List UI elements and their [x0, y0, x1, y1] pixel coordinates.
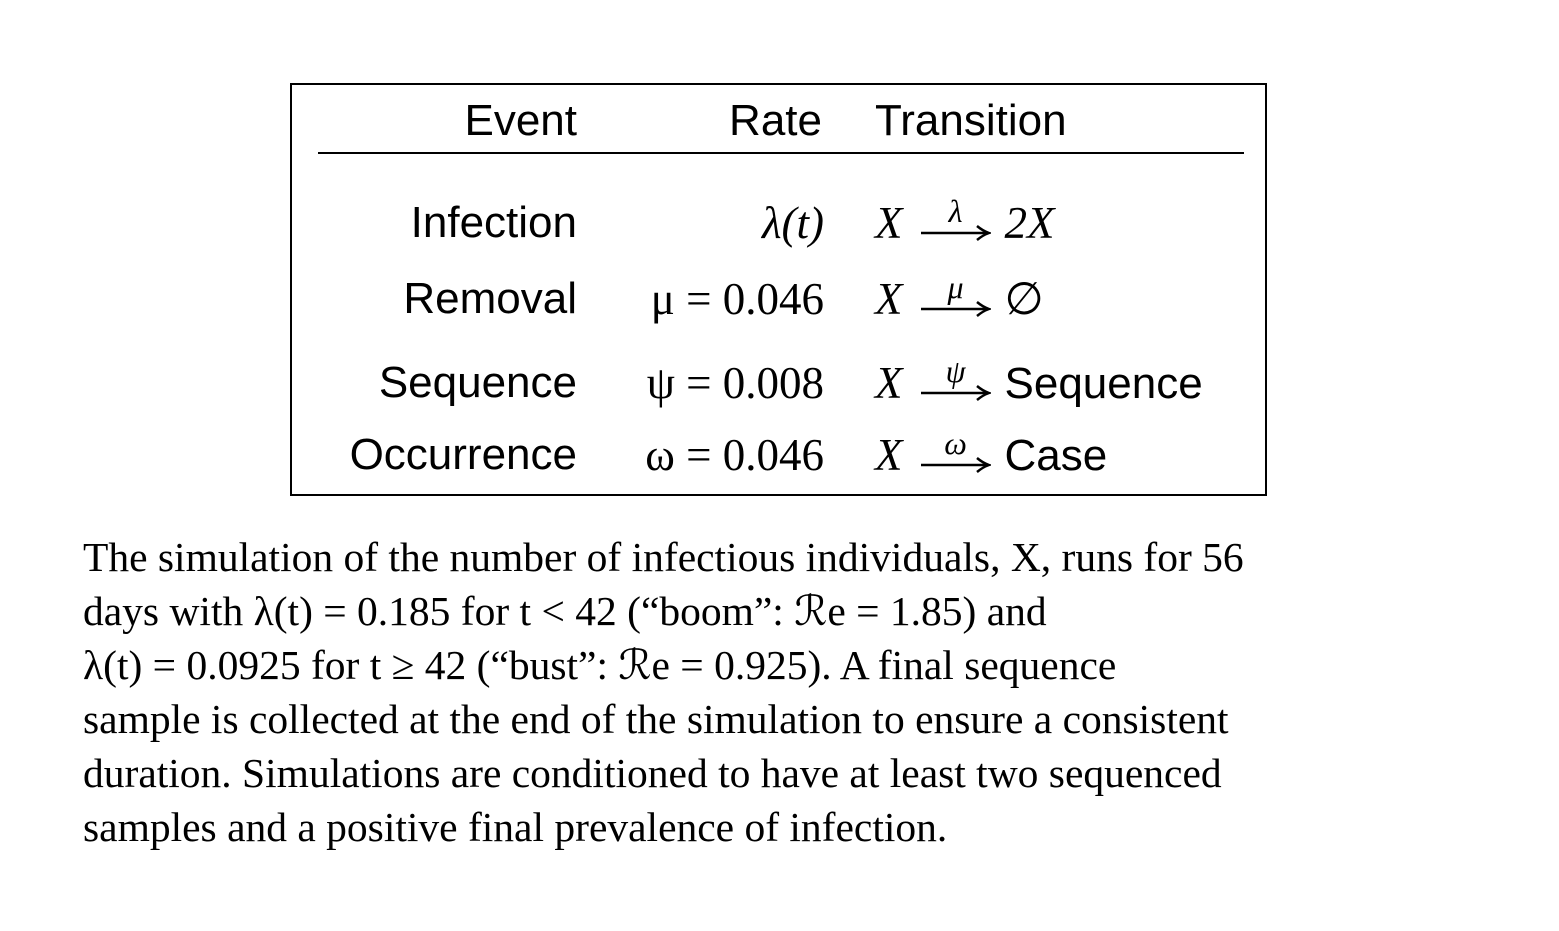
event-infection: Infection [410, 198, 577, 247]
caption-line: duration. Simulations are conditioned to… [83, 750, 1222, 796]
transition-arrow-icon: μ [920, 271, 991, 325]
arrow-label: μ [947, 269, 964, 306]
caption-line: days with λ(t) = 0.185 for t < 42 (“boom… [83, 588, 1047, 634]
event-occurrence: Occurrence [349, 430, 577, 479]
transition-from: X [875, 198, 903, 248]
transition-arrow-icon: λ [920, 195, 991, 249]
transition-from: X [875, 430, 903, 480]
caption-line: λ(t) = 0.0925 for t ≥ 42 (“bust”: ℛe = 0… [83, 642, 1117, 688]
transition-to: Case [1004, 431, 1108, 480]
caption-line: The simulation of the number of infectio… [83, 534, 1244, 580]
rate-infection: λ(t) [762, 198, 824, 248]
arrow-label: λ [948, 193, 963, 230]
event-removal: Removal [403, 274, 577, 323]
arrow-label: ψ [945, 353, 966, 390]
rate-removal: μ = 0.046 [650, 274, 824, 324]
header-rate: Rate [729, 96, 822, 145]
caption-line: sample is collected at the end of the si… [83, 696, 1229, 742]
transition-to: Sequence [1004, 359, 1203, 408]
transition-from: X [875, 274, 903, 324]
header-rule [318, 152, 1244, 154]
header-event: Event [464, 96, 577, 145]
transition-to: 2X [1004, 198, 1055, 248]
event-sequence: Sequence [378, 358, 577, 407]
transition-arrow-icon: ω [920, 427, 991, 481]
transition-arrow-icon: ψ [920, 355, 991, 409]
transition-to: ∅ [1004, 274, 1044, 324]
caption: The simulation of the number of infectio… [83, 530, 1493, 854]
caption-line: samples and a positive final prevalence … [83, 804, 948, 850]
transition-from: X [875, 358, 903, 408]
arrow-label: ω [944, 425, 967, 462]
rate-occurrence: ω = 0.046 [645, 430, 824, 480]
rate-sequence: ψ = 0.008 [646, 358, 824, 408]
header-transition: Transition [875, 96, 1067, 145]
